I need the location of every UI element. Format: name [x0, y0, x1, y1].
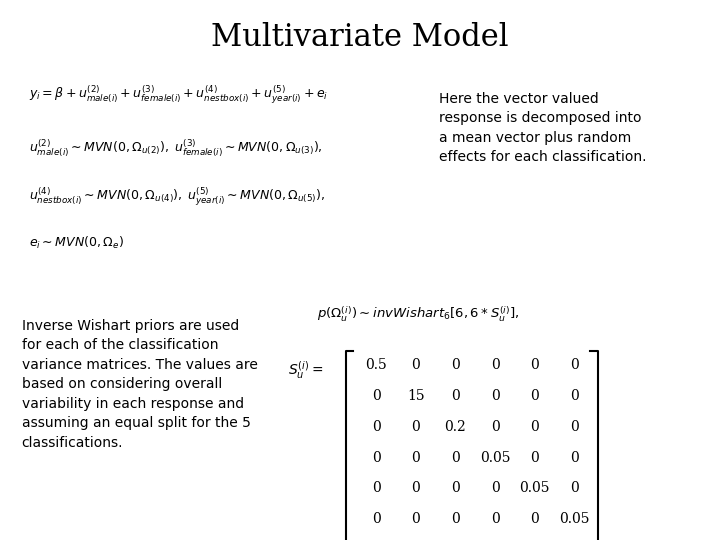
- Text: 0: 0: [570, 359, 579, 372]
- Text: 0: 0: [530, 451, 539, 464]
- Text: 0.05: 0.05: [480, 451, 510, 464]
- Text: $u^{(4)}_{nestbox(i)} \sim MVN(0, \Omega_{u(4)}),\; u^{(5)}_{year(i)} \sim MVN(0: $u^{(4)}_{nestbox(i)} \sim MVN(0, \Omega…: [29, 186, 325, 208]
- Text: 0: 0: [411, 482, 420, 495]
- Text: 0: 0: [451, 389, 460, 403]
- Text: 0.2: 0.2: [444, 420, 467, 434]
- Text: $S^{(i)}_u =$: $S^{(i)}_u =$: [288, 359, 323, 381]
- Text: 0: 0: [490, 389, 500, 403]
- Text: 0: 0: [530, 512, 539, 526]
- Text: 0: 0: [411, 420, 420, 434]
- Text: Here the vector valued
response is decomposed into
a mean vector plus random
eff: Here the vector valued response is decom…: [439, 92, 647, 164]
- Text: 0: 0: [411, 359, 420, 372]
- Text: 0: 0: [372, 451, 381, 464]
- Text: 0: 0: [451, 359, 460, 372]
- Text: 0: 0: [490, 512, 500, 526]
- Text: 0: 0: [372, 482, 381, 495]
- Text: 0: 0: [490, 359, 500, 372]
- Text: 0: 0: [451, 512, 460, 526]
- Text: 0: 0: [490, 482, 500, 495]
- Text: Inverse Wishart priors are used
for each of the classification
variance matrices: Inverse Wishart priors are used for each…: [22, 319, 258, 450]
- Text: 0.5: 0.5: [365, 359, 387, 372]
- Text: 0: 0: [372, 389, 381, 403]
- Text: 0: 0: [570, 451, 579, 464]
- Text: 15: 15: [407, 389, 425, 403]
- Text: 0.05: 0.05: [519, 482, 550, 495]
- Text: 0: 0: [372, 420, 381, 434]
- Text: 0: 0: [490, 420, 500, 434]
- Text: 0: 0: [372, 512, 381, 526]
- Text: 0: 0: [530, 389, 539, 403]
- Text: $u^{(2)}_{male(i)} \sim MVN(0, \Omega_{u(2)}),\; u^{(3)}_{female(i)} \sim MVN(0,: $u^{(2)}_{male(i)} \sim MVN(0, \Omega_{u…: [29, 138, 323, 159]
- Text: $p(\Omega^{(i)}_u) \sim invWishart_6[6, 6 * S^{(i)}_u],$: $p(\Omega^{(i)}_u) \sim invWishart_6[6, …: [317, 305, 519, 325]
- Text: $y_i = \beta + u^{(2)}_{male(i)} + u^{(3)}_{female(i)} + u^{(4)}_{nestbox(i)} + : $y_i = \beta + u^{(2)}_{male(i)} + u^{(3…: [29, 84, 328, 106]
- Text: 0: 0: [570, 420, 579, 434]
- Text: Multivariate Model: Multivariate Model: [211, 22, 509, 52]
- Text: 0: 0: [530, 359, 539, 372]
- Text: 0: 0: [411, 451, 420, 464]
- Text: 0: 0: [411, 512, 420, 526]
- Text: 0: 0: [570, 389, 579, 403]
- Text: $e_i \sim MVN(0, \Omega_e)$: $e_i \sim MVN(0, \Omega_e)$: [29, 235, 124, 251]
- Text: 0: 0: [530, 420, 539, 434]
- Text: 0: 0: [451, 451, 460, 464]
- Text: 0: 0: [451, 482, 460, 495]
- Text: 0.05: 0.05: [559, 512, 590, 526]
- Text: 0: 0: [570, 482, 579, 495]
